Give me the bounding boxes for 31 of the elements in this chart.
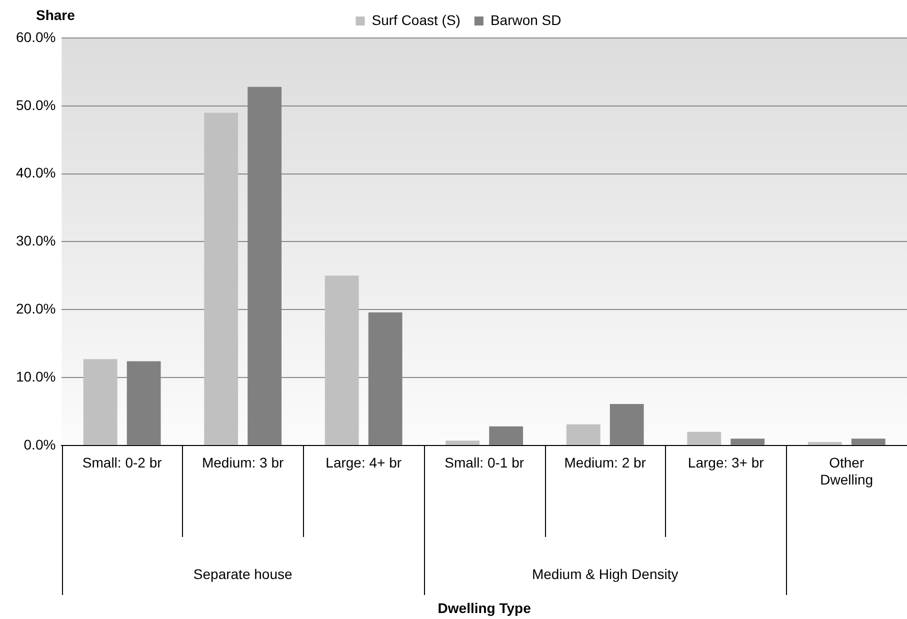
bar: [808, 442, 842, 445]
y-tick-label: 0.0%: [24, 436, 56, 452]
x-tick-label: Medium: 2 br: [564, 454, 646, 471]
text: Medium & High Density: [532, 566, 678, 582]
x-tick-label: Medium: 3 br: [202, 454, 284, 471]
y-tick-label: 40.0%: [16, 164, 56, 181]
bar: [324, 276, 359, 445]
bar: [204, 112, 238, 445]
legend-label: Surf Coast (S): [372, 12, 460, 28]
bar: [687, 432, 722, 445]
y-tick-label: 60.0%: [16, 28, 56, 45]
legend-label: Barwon SD: [490, 12, 562, 28]
bar: [566, 424, 600, 445]
bar: [851, 438, 886, 445]
bar: [489, 426, 524, 445]
y-tick-label: 30.0%: [16, 232, 56, 249]
x-tick-label: Small: 0-2 br: [82, 454, 162, 471]
x-tick-label: Small: 0-1 br: [444, 454, 524, 471]
bar: [610, 404, 644, 445]
bar: [730, 438, 765, 445]
text: Dwelling Type: [438, 600, 532, 616]
y-axis-title: Share: [36, 6, 76, 23]
x-tick-label: Large: 3+ br: [688, 454, 764, 471]
x-tick-label: Large: 4+ br: [326, 454, 402, 471]
bar: [446, 440, 480, 445]
y-tick-label: 10.0%: [16, 368, 56, 384]
y-tick-label: 20.0%: [16, 300, 56, 316]
x-tick-label: Other Dwelling: [820, 454, 874, 488]
y-tick-label: 50.0%: [16, 96, 56, 113]
bar: [83, 359, 118, 445]
text: Separate house: [193, 566, 292, 582]
